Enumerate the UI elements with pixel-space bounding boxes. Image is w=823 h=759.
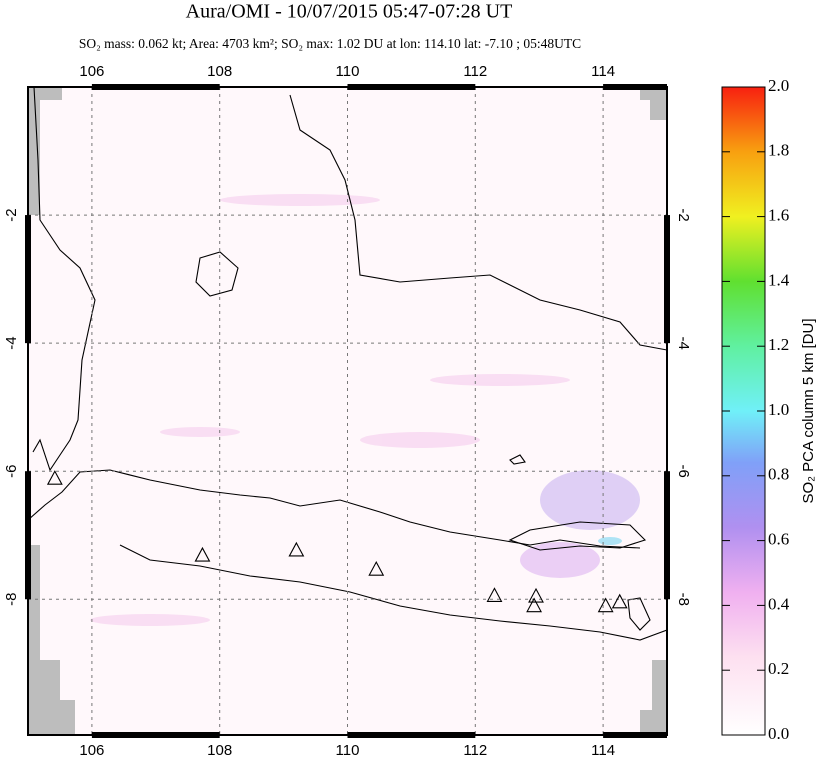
volcano-marker — [368, 560, 385, 576]
y-tick-label: -2 — [675, 208, 692, 221]
y-tick-label: -8 — [675, 593, 692, 606]
colorbar-tick-label: 1.6 — [768, 206, 789, 225]
y-tick-label: -6 — [675, 465, 692, 478]
x-tick-label: 108 — [207, 63, 232, 80]
frame-segment — [603, 732, 667, 738]
colorbar-tick-label: 0.0 — [768, 724, 789, 743]
volcano-marker — [288, 541, 305, 557]
colorbar-tick-label: 0.2 — [768, 659, 789, 678]
x-tick-label: 114 — [591, 742, 615, 759]
colorbar-tick-label: 0.4 — [768, 594, 790, 613]
volcano-marker — [46, 470, 63, 485]
frame-segment — [603, 84, 667, 90]
colorbar-tick-label: 1.2 — [768, 335, 789, 354]
x-tick-label: 108 — [207, 742, 232, 759]
volcano-marker — [194, 546, 211, 562]
volcano-marker — [486, 587, 503, 602]
colorbar-tick-label: 0.8 — [768, 465, 789, 484]
x-tick-label: 112 — [463, 63, 487, 80]
frame-segment — [25, 215, 31, 344]
grid-layer — [28, 87, 667, 735]
frame-segment — [347, 84, 476, 90]
x-tick-label: 112 — [463, 742, 487, 759]
volcano-marker — [611, 593, 628, 609]
frame-segment — [664, 471, 670, 600]
colorbar-tick-label: 1.4 — [768, 270, 790, 289]
colorbar-tick-label: 1.0 — [768, 400, 789, 419]
frame-segment — [664, 215, 670, 344]
colorbar-label: SO₂ PCA column 5 km [DU] — [800, 318, 817, 503]
x-tick-label: 114 — [591, 63, 615, 80]
chart-title: Aura/OMI - 10/07/2015 05:47-07:28 UT — [186, 1, 513, 23]
x-tick-label: 106 — [79, 742, 104, 759]
y-tick-label: -6 — [3, 465, 20, 478]
volcano-marker — [526, 597, 543, 613]
x-tick-label: 106 — [79, 63, 104, 80]
colorbar-tick-label: 1.8 — [768, 141, 789, 160]
coastlines — [28, 87, 667, 641]
chart-subtitle: SO₂ mass: 0.062 kt; Area: 4703 km²; SO₂ … — [79, 36, 581, 51]
y-tick-label: -4 — [3, 336, 20, 349]
volcano-marker — [597, 597, 614, 613]
frame-segment — [91, 732, 220, 738]
x-tick-label: 110 — [336, 742, 360, 759]
frame-segment — [347, 732, 476, 738]
frame-segment — [91, 84, 220, 90]
so2-field — [90, 194, 640, 626]
y-tick-label: -4 — [675, 336, 692, 349]
marks-layer — [46, 470, 628, 613]
colorbar-tick-label: 2.0 — [768, 76, 789, 95]
y-tick-label: -2 — [3, 208, 20, 221]
colorbar-tick-label: 0.6 — [768, 530, 789, 549]
frame-segment — [25, 471, 31, 600]
x-tick-label: 110 — [336, 63, 360, 80]
y-tick-label: -8 — [3, 593, 20, 606]
